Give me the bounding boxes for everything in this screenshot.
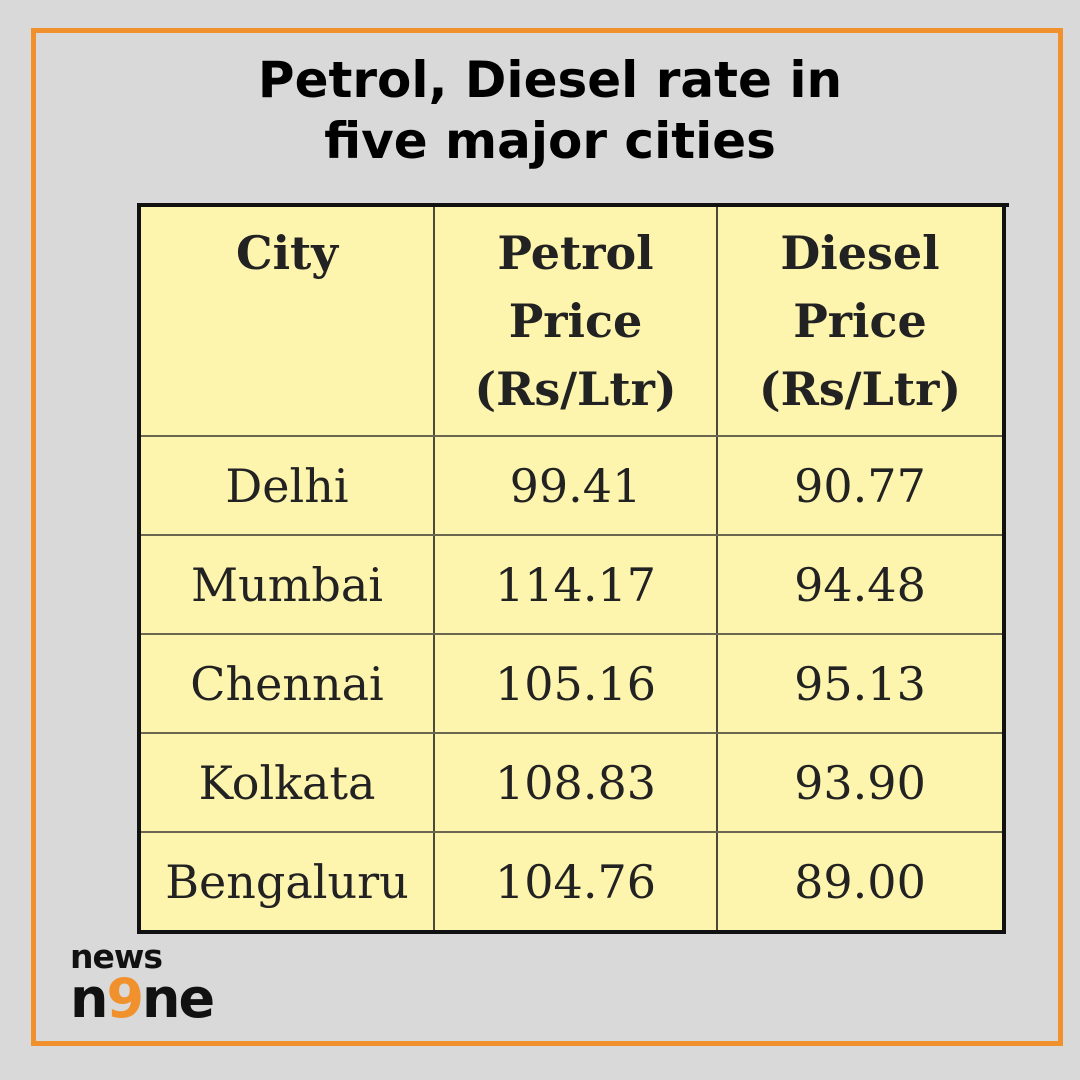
petrol-price-cell: 105.16 [434,634,718,734]
orange-frame [31,28,1063,1046]
fuel-price-table: City Petrol Price (Rs/Ltr) Diesel Price … [137,207,1006,934]
diesel-price-cell: 93.90 [717,733,1004,833]
header-petrol-price: Petrol Price (Rs/Ltr) [434,207,718,437]
title-line-1: Petrol, Diesel rate in [257,51,843,109]
diesel-price-cell: 89.00 [794,854,926,909]
petrol-price-cell: 99.41 [434,436,718,536]
table-header-row: City Petrol Price (Rs/Ltr) Diesel Price … [139,207,1004,437]
table-row: Bengaluru 104.76 89.00 [139,832,1004,932]
table-row: Delhi 99.41 90.77 [139,436,1004,536]
table-row: Kolkata 108.83 93.90 [139,733,1004,833]
news-nine-logo: news n9ne [70,940,240,1030]
city-cell: Bengaluru [139,832,435,932]
logo-accent-nine: 9 [106,967,144,1030]
petrol-price-cell: 108.83 [434,733,718,833]
header-diesel-price: Diesel Price (Rs/Ltr) [717,207,1004,437]
header-city: City [139,207,435,437]
city-cell: Delhi [139,436,435,536]
diesel-price-cell: 95.13 [717,634,1004,734]
logo-news-text: news [70,937,163,976]
diesel-price-cell: 94.48 [717,535,1004,635]
petrol-price-cell: 104.76 [434,832,718,932]
petrol-price-cell: 114.17 [434,535,718,635]
logo-nine-text: n9ne [70,967,215,1030]
title-line-2: five major cities [324,112,776,170]
price-table-container: City Petrol Price (Rs/Ltr) Diesel Price … [137,203,1009,934]
table-top-rule [137,203,1009,207]
table-row: Mumbai 114.17 94.48 [139,535,1004,635]
city-cell: Chennai [139,634,435,734]
page-title: Petrol, Diesel rate in five major cities [0,50,1080,172]
city-cell: Kolkata [139,733,435,833]
city-cell: Mumbai [139,535,435,635]
diesel-price-cell: 90.77 [717,436,1004,536]
table-row: Chennai 105.16 95.13 [139,634,1004,734]
